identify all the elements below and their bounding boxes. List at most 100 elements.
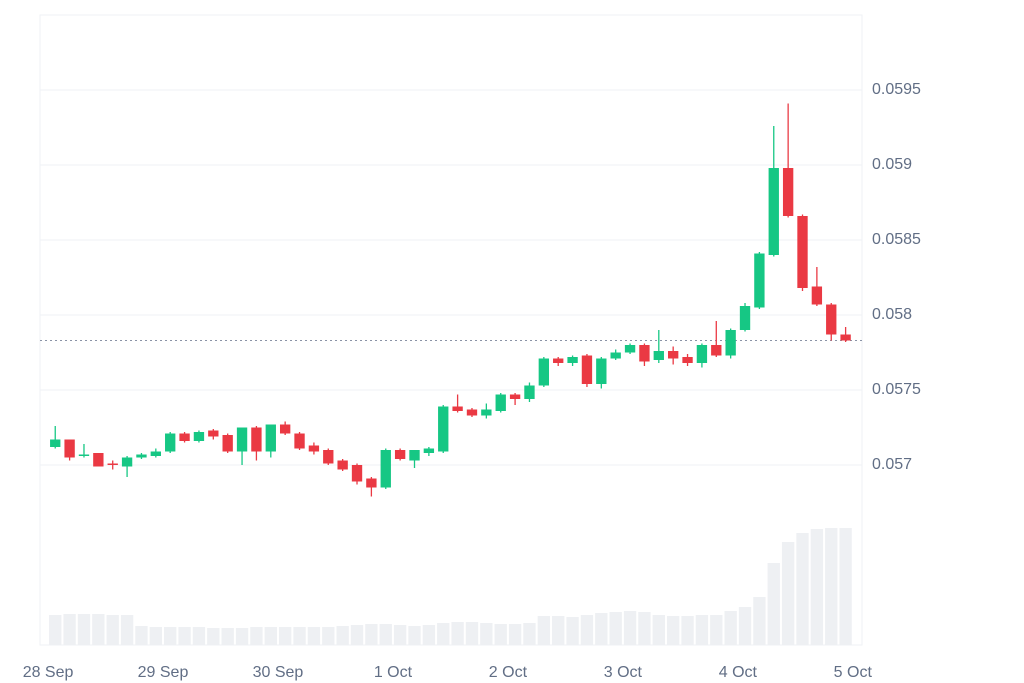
candle-body bbox=[251, 427, 262, 452]
volume-bar bbox=[595, 613, 608, 645]
candle-body bbox=[782, 168, 794, 216]
volume-bar bbox=[264, 627, 277, 645]
x-tick-label: 1 Oct bbox=[374, 664, 413, 681]
candle-body bbox=[624, 345, 636, 353]
y-tick-label: 0.0575 bbox=[872, 381, 921, 398]
candle-body bbox=[121, 457, 133, 467]
candle-body bbox=[193, 432, 205, 441]
volume-bar bbox=[724, 611, 737, 645]
volume-bar bbox=[781, 542, 795, 645]
volume-bar bbox=[106, 615, 119, 645]
y-tick-label: 0.0585 bbox=[872, 231, 921, 248]
candle-body bbox=[78, 454, 90, 456]
volume-bar bbox=[523, 623, 536, 645]
volume-bar bbox=[537, 616, 551, 645]
volume-bar bbox=[710, 615, 723, 645]
candle-body bbox=[667, 351, 679, 359]
volume-bar bbox=[437, 623, 450, 645]
candle-body bbox=[696, 345, 708, 363]
candle-body bbox=[466, 409, 478, 416]
volume-bar bbox=[120, 615, 134, 645]
candle-body bbox=[797, 216, 808, 288]
candle-body bbox=[165, 433, 176, 452]
volume-bar bbox=[451, 622, 464, 645]
candle-body bbox=[208, 430, 219, 437]
volume-bar bbox=[192, 627, 206, 645]
y-tick-label: 0.0595 bbox=[872, 81, 921, 98]
volume-bar bbox=[393, 625, 407, 645]
volume-bar bbox=[221, 628, 234, 645]
volume-bar bbox=[365, 624, 378, 645]
volume-bar bbox=[422, 625, 436, 645]
volume-bar bbox=[695, 615, 709, 645]
volume-bar bbox=[178, 627, 191, 645]
volume-bar bbox=[638, 612, 651, 645]
volume-bar bbox=[623, 611, 637, 645]
plot-frame bbox=[39, 14, 863, 646]
y-tick-label: 0.057 bbox=[872, 456, 912, 473]
candle-body bbox=[653, 351, 664, 360]
candle-body bbox=[380, 450, 391, 488]
volume-bar bbox=[63, 614, 76, 645]
x-tick-label: 29 Sep bbox=[138, 664, 189, 681]
candle-body bbox=[279, 424, 291, 434]
volume-bar bbox=[810, 529, 824, 645]
candle-body bbox=[538, 358, 550, 386]
candle-body bbox=[64, 439, 75, 458]
candle-body bbox=[337, 460, 348, 470]
volume-bar bbox=[379, 624, 392, 645]
candle-body bbox=[754, 253, 765, 308]
volume-bar bbox=[207, 628, 220, 645]
volume-bar bbox=[609, 612, 622, 645]
x-tick-label: 30 Sep bbox=[253, 664, 304, 681]
candle-body bbox=[452, 406, 463, 411]
candle-body bbox=[150, 451, 162, 456]
candle-body bbox=[596, 358, 607, 384]
volume-bar bbox=[322, 627, 335, 645]
volume-bar bbox=[135, 626, 148, 645]
candle-body bbox=[682, 357, 693, 363]
x-tick-label: 3 Oct bbox=[604, 664, 643, 681]
volume-bar bbox=[767, 563, 780, 645]
candle-body bbox=[294, 433, 305, 449]
volume-bar bbox=[350, 625, 364, 645]
candle-body bbox=[409, 450, 420, 461]
volume-bar bbox=[49, 615, 62, 645]
volume-bar bbox=[494, 624, 507, 645]
candle-body bbox=[481, 409, 492, 416]
candle-body bbox=[366, 478, 377, 488]
volume-bar bbox=[278, 627, 292, 645]
volume-bar bbox=[164, 627, 177, 645]
candle-body bbox=[308, 445, 320, 452]
x-tick-label: 28 Sep bbox=[23, 664, 74, 681]
y-tick-label: 0.059 bbox=[872, 156, 912, 173]
candle-body bbox=[610, 352, 621, 359]
volume-bar bbox=[293, 627, 306, 645]
candle-body bbox=[394, 450, 406, 459]
candle-body bbox=[107, 463, 118, 465]
volume-bar bbox=[738, 607, 752, 645]
x-tick-label: 4 Oct bbox=[719, 664, 758, 681]
candle-body bbox=[826, 304, 837, 335]
volume-bar bbox=[566, 617, 579, 645]
candle-body bbox=[581, 355, 593, 384]
x-tick-label: 5 Oct bbox=[834, 664, 873, 681]
volume-bar bbox=[149, 627, 163, 645]
candle-body bbox=[265, 424, 276, 452]
candle-body bbox=[739, 306, 751, 330]
candle-body bbox=[50, 439, 61, 447]
volume-bar bbox=[652, 615, 665, 645]
candle-body bbox=[811, 286, 823, 305]
candle-body bbox=[438, 406, 449, 452]
candle-body bbox=[495, 394, 506, 411]
volume-bar bbox=[753, 597, 766, 645]
candle-body bbox=[840, 334, 851, 341]
candle-body bbox=[524, 385, 535, 399]
candle-body bbox=[351, 465, 363, 482]
candle-body bbox=[725, 330, 736, 356]
candle-body bbox=[711, 345, 722, 356]
candle-body bbox=[768, 168, 779, 255]
candle-body bbox=[179, 433, 190, 441]
volume-bar bbox=[465, 622, 479, 645]
